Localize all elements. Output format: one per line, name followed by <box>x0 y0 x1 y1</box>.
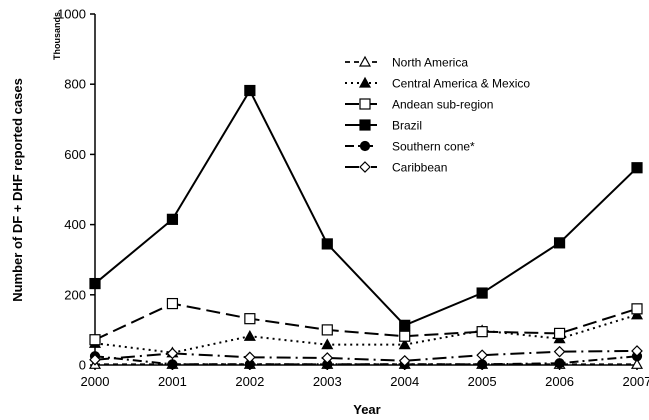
data-point <box>321 338 334 350</box>
data-point <box>89 353 101 366</box>
data-point <box>89 277 101 290</box>
data-point <box>553 237 566 249</box>
series-lines <box>94 88 638 366</box>
data-point <box>631 345 643 357</box>
data-point <box>476 326 488 338</box>
x-tick-label: 2007 <box>623 374 649 389</box>
x-axis-title: Year <box>353 402 380 417</box>
legend-marker <box>359 140 371 152</box>
legend-marker <box>359 98 371 110</box>
data-point <box>631 162 643 174</box>
data-point <box>167 359 178 370</box>
data-point <box>89 334 101 346</box>
data-point <box>166 347 179 360</box>
legend-marker <box>359 161 371 173</box>
data-point <box>630 358 644 369</box>
legend-label: Andean sub-region <box>392 98 493 112</box>
legend-label: Southern cone* <box>392 140 475 154</box>
series-line <box>94 302 638 341</box>
x-tick-label: 2002 <box>235 374 264 389</box>
legend-label: Caribbean <box>392 161 447 175</box>
series-line <box>94 88 638 327</box>
y-ticks: 0 200 400 600 800 1000 <box>57 7 95 373</box>
x-tick-label: 2000 <box>81 374 110 389</box>
x-tick-label: 2005 <box>468 374 497 389</box>
data-point <box>244 313 256 325</box>
data-point <box>554 358 565 369</box>
data-point <box>243 329 256 341</box>
data-point <box>399 330 411 342</box>
data-point <box>477 359 488 370</box>
y-tick-label: 1000 <box>57 7 86 22</box>
y-tick-label: 0 <box>79 358 86 373</box>
data-point <box>398 338 411 350</box>
data-point <box>553 327 566 340</box>
data-point <box>166 213 179 225</box>
data-point <box>244 84 256 97</box>
x-tick-label: 2006 <box>545 374 574 389</box>
legend-label: Central America & Mexico <box>392 77 530 91</box>
data-point <box>166 297 179 310</box>
legend-label: Brazil <box>392 119 422 133</box>
x-tick-label: 2001 <box>158 374 187 389</box>
data-point <box>476 287 488 299</box>
data-point <box>321 238 333 250</box>
series-line <box>94 313 638 354</box>
series-line <box>94 355 638 366</box>
data-point <box>398 354 411 367</box>
y-axis-title: Number of DF + DHF reported cases <box>10 78 25 302</box>
x-tick-label: 2004 <box>390 374 419 389</box>
data-point <box>399 319 411 331</box>
data-point <box>321 352 334 364</box>
y-tick-label: 400 <box>64 217 86 232</box>
axes <box>94 14 640 366</box>
series-markers <box>88 84 644 370</box>
y-units-label: Thousands <box>52 12 62 60</box>
data-point <box>631 303 643 315</box>
legend-marker <box>358 55 372 67</box>
y-tick-label: 800 <box>64 77 86 92</box>
data-point <box>244 351 256 364</box>
y-tick-label: 600 <box>64 147 86 162</box>
x-tick-label: 2003 <box>313 374 342 389</box>
legend-marker <box>359 119 371 131</box>
series-line <box>94 349 638 362</box>
x-ticks: 2000 2001 2002 2003 2004 2005 2006 2007 <box>81 365 649 389</box>
y-tick-label: 200 <box>64 287 86 302</box>
data-point <box>476 349 488 362</box>
legend-label: North America <box>392 56 468 70</box>
legend-marker <box>358 76 372 88</box>
data-point <box>553 345 566 358</box>
data-point <box>321 324 333 336</box>
legend: North America Central America & Mexico And… <box>345 56 530 175</box>
